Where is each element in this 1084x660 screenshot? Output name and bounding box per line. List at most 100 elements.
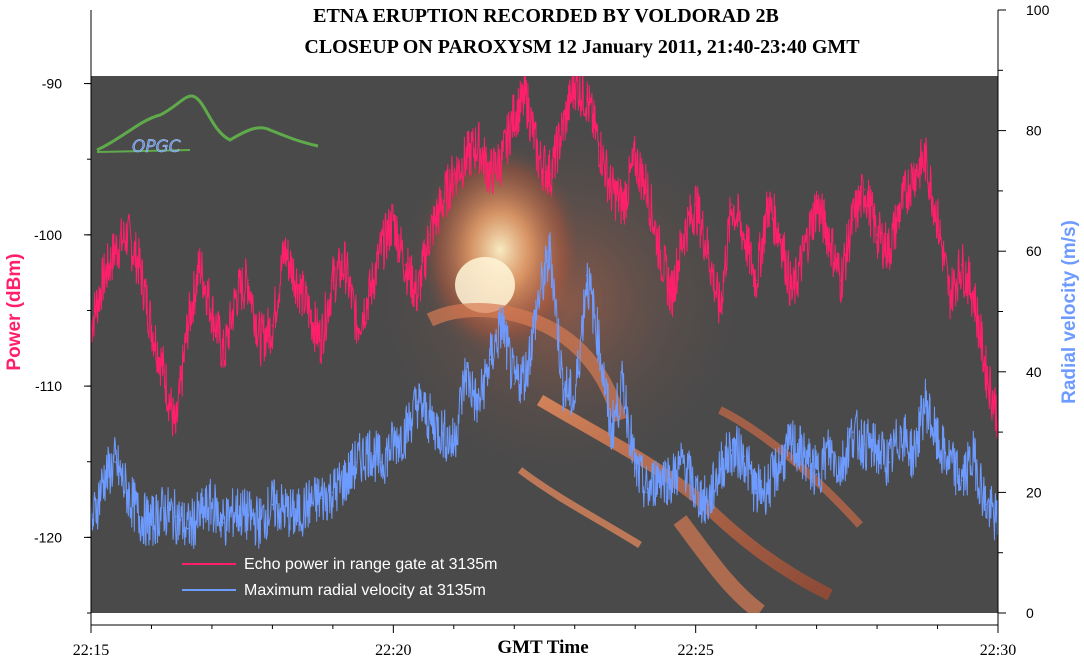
data-point xyxy=(827,449,830,452)
data-point xyxy=(888,249,890,251)
right-tick-label: 60 xyxy=(1026,243,1042,259)
data-point xyxy=(985,370,987,372)
opgc-logo: OPGC xyxy=(96,94,319,157)
x-tick-label: 22:25 xyxy=(677,642,713,659)
data-point xyxy=(223,355,225,357)
x-axis-ticks: 22:15 22:20 22:25 22:30 xyxy=(73,625,1016,659)
data-point xyxy=(199,264,201,266)
data-point xyxy=(936,218,939,221)
data-point xyxy=(295,515,298,518)
data-point xyxy=(489,358,491,361)
data-point xyxy=(960,479,963,482)
left-tick-label: -90 xyxy=(42,76,62,92)
data-point xyxy=(682,234,685,236)
series-line xyxy=(91,76,998,439)
data-point xyxy=(174,430,177,433)
data-point xyxy=(525,371,528,373)
data-point xyxy=(646,491,649,494)
data-point xyxy=(247,279,249,282)
data-point xyxy=(791,443,794,446)
data-point xyxy=(186,527,189,530)
x-axis-label: GMT Time xyxy=(497,637,588,658)
left-axis-ticks: -90 -100 -110 -120 xyxy=(34,76,91,614)
data-point xyxy=(876,449,878,452)
data-point xyxy=(670,479,673,482)
data-point xyxy=(501,158,504,160)
data-point xyxy=(924,401,927,403)
data-point xyxy=(549,173,552,176)
data-point xyxy=(803,455,806,458)
right-tick-label: 0 xyxy=(1026,605,1034,621)
data-point xyxy=(102,479,104,482)
left-axis-label: Power (dBm) xyxy=(4,253,25,370)
data-point xyxy=(428,234,431,236)
data-point xyxy=(271,324,274,327)
data-point xyxy=(731,449,733,452)
data-point xyxy=(610,431,612,433)
data-point xyxy=(368,294,370,297)
data-point xyxy=(320,339,322,342)
data-point xyxy=(985,503,987,506)
right-axis-label: Radial velocity (m/s) xyxy=(1059,220,1080,404)
data-point xyxy=(840,467,842,470)
data-point xyxy=(102,279,104,282)
data-point xyxy=(416,401,419,403)
series-echo-power xyxy=(91,76,998,439)
data-point xyxy=(489,173,491,176)
data-point xyxy=(513,113,516,115)
data-point xyxy=(658,249,661,251)
legend: Echo power in range gate at 3135m Maximu… xyxy=(182,556,498,599)
x-tick-label: 22:30 xyxy=(980,642,1016,659)
data-point xyxy=(707,249,709,251)
data-point xyxy=(126,234,129,236)
data-point xyxy=(247,515,249,518)
data-point xyxy=(622,203,624,206)
data-point xyxy=(199,515,201,518)
data-point xyxy=(779,234,782,236)
data-point xyxy=(912,455,915,458)
data-point xyxy=(622,383,624,385)
data-point xyxy=(114,461,116,464)
data-point xyxy=(573,82,576,85)
data-point xyxy=(344,479,346,482)
data-point xyxy=(960,264,963,266)
data-point xyxy=(283,249,286,251)
data-point xyxy=(295,279,298,282)
data-point xyxy=(332,491,334,494)
data-point xyxy=(840,279,842,282)
data-point xyxy=(634,467,636,470)
data-point xyxy=(634,158,636,160)
data-point xyxy=(186,324,189,327)
right-tick-label: 40 xyxy=(1026,364,1042,380)
right-tick-label: 80 xyxy=(1026,123,1042,139)
data-point xyxy=(755,491,757,494)
data-point xyxy=(126,491,129,494)
data-point xyxy=(755,279,757,282)
data-point xyxy=(973,294,975,297)
data-point xyxy=(561,128,564,130)
data-point xyxy=(598,143,600,145)
data-point xyxy=(888,461,890,464)
data-point xyxy=(694,203,697,206)
data-point xyxy=(150,324,153,327)
data-point xyxy=(320,497,322,500)
data-point xyxy=(138,264,141,266)
data-point xyxy=(259,521,262,524)
data-point xyxy=(283,509,286,512)
data-point xyxy=(465,158,467,160)
data-point xyxy=(356,461,358,464)
data-point xyxy=(767,203,769,206)
data-point xyxy=(235,509,237,512)
data-point xyxy=(356,324,358,327)
data-point xyxy=(307,503,310,506)
data-point xyxy=(646,188,649,191)
data-point xyxy=(779,461,782,464)
right-axis-ticks: 0 20 40 60 80 100 xyxy=(998,2,1050,621)
left-tick-label: -120 xyxy=(34,529,62,545)
data-point xyxy=(815,473,818,476)
x-tick-label: 22:15 xyxy=(73,642,109,659)
data-point xyxy=(380,461,383,464)
data-point xyxy=(936,443,939,446)
data-point xyxy=(440,203,443,206)
